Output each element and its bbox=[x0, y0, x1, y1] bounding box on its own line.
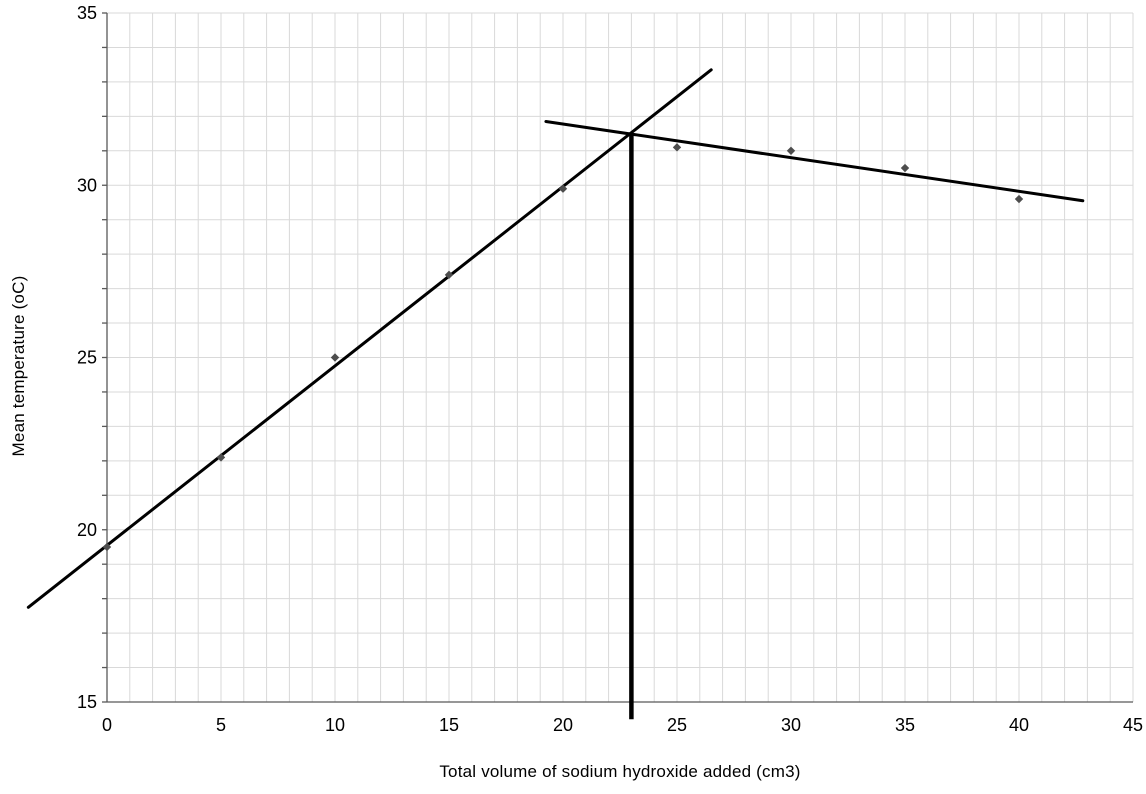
x-tick-label: 5 bbox=[216, 715, 226, 735]
data-point-marker bbox=[786, 146, 796, 155]
y-tick-label: 35 bbox=[77, 3, 97, 23]
data-point-marker bbox=[558, 184, 568, 193]
x-tick-label: 20 bbox=[553, 715, 573, 735]
data-point-marker bbox=[1014, 194, 1024, 204]
y-tick-label: 15 bbox=[77, 692, 97, 712]
x-tick-label: 0 bbox=[102, 715, 112, 735]
x-tick-label: 25 bbox=[667, 715, 687, 735]
data-point-marker bbox=[216, 453, 226, 462]
y-tick-label: 20 bbox=[77, 520, 97, 540]
data-point-marker bbox=[444, 270, 454, 280]
data-point-marker bbox=[330, 353, 340, 362]
falling-trend-line bbox=[544, 120, 1085, 203]
y-tick-label: 30 bbox=[77, 175, 97, 195]
x-tick-label: 35 bbox=[895, 715, 915, 735]
data-point-marker bbox=[102, 542, 112, 552]
x-tick-label: 40 bbox=[1009, 715, 1029, 735]
x-tick-label: 45 bbox=[1123, 715, 1143, 735]
data-point-marker bbox=[900, 163, 910, 173]
data-point-marker bbox=[672, 143, 682, 152]
rising-trend-line bbox=[26, 68, 713, 609]
y-axis-title: Mean temperature (oC) bbox=[9, 275, 28, 457]
x-tick-label: 15 bbox=[439, 715, 459, 735]
x-tick-label: 10 bbox=[325, 715, 345, 735]
x-tick-label: 30 bbox=[781, 715, 801, 735]
x-axis-title: Total volume of sodium hydroxide added (… bbox=[439, 762, 801, 781]
y-tick-label: 25 bbox=[77, 348, 97, 368]
